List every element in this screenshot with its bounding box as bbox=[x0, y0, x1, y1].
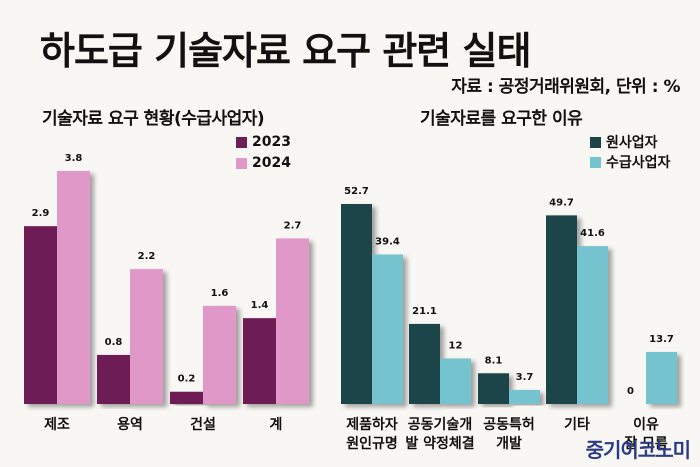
left-value-label: 0.8 bbox=[105, 337, 123, 348]
right-category-label: 발 약정체결 bbox=[405, 435, 474, 452]
right-chart-title: 기술자료를 요구한 이유 bbox=[420, 109, 583, 129]
legend-swatch-2024 bbox=[236, 157, 247, 169]
left-bar-chart: 2.9 3.8 제조 0.8 2.2 용역 0.2 1.6 건설 1.4 2.7 계 bbox=[24, 153, 309, 433]
legend-label-2024: 2024 bbox=[252, 155, 291, 171]
left-value-label: 3.8 bbox=[65, 153, 83, 164]
right-category-label: 잘 모름 bbox=[624, 436, 668, 452]
left-group-0: 2.9 3.8 제조 bbox=[24, 153, 90, 433]
right-category-label: 제품하자 bbox=[346, 416, 398, 433]
right-bar bbox=[409, 323, 440, 404]
left-group-3: 1.4 2.7 계 bbox=[243, 220, 309, 433]
right-value-label: 39.4 bbox=[375, 236, 400, 247]
legend-label-prime: 원사업자 bbox=[606, 135, 658, 151]
left-bar bbox=[276, 238, 309, 404]
left-category-label: 용역 bbox=[117, 416, 143, 433]
left-value-label: 1.6 bbox=[211, 288, 229, 299]
page-title: 하도급 기술자료 요구 관련 실태 bbox=[40, 29, 531, 73]
left-category-label: 제조 bbox=[44, 417, 70, 433]
right-category-label: 공동특허 bbox=[483, 416, 535, 433]
legend-swatch-2023 bbox=[236, 136, 247, 148]
legend-label-sub: 수급사업자 bbox=[606, 155, 671, 171]
left-value-label: 2.7 bbox=[284, 220, 302, 231]
left-bar bbox=[243, 318, 276, 404]
legend-item-2024: 2024 bbox=[236, 155, 291, 171]
left-value-label: 0.2 bbox=[178, 374, 196, 385]
right-category-label: 원인규명 bbox=[346, 435, 398, 452]
right-value-label: 0 bbox=[627, 386, 634, 397]
right-category-label: 기타 bbox=[564, 417, 590, 433]
left-value-label: 2.2 bbox=[138, 251, 156, 262]
left-bar bbox=[130, 269, 163, 404]
right-group-3: 49.7 41.6 기타 bbox=[546, 197, 608, 433]
right-value-label: 49.7 bbox=[549, 197, 574, 208]
right-value-label: 52.7 bbox=[344, 186, 369, 197]
right-bar bbox=[440, 358, 471, 404]
left-group-2: 0.2 1.6 건설 bbox=[170, 288, 236, 433]
right-bar bbox=[546, 215, 577, 404]
source-note: 자료 : 공정거래위원회, 단위 : % bbox=[451, 77, 680, 97]
legend-label-2023: 2023 bbox=[252, 134, 291, 150]
left-chart-title: 기술자료 요구 현황(수급사업자) bbox=[42, 109, 265, 129]
right-value-label: 21.1 bbox=[412, 306, 437, 317]
left-bar bbox=[24, 226, 57, 404]
left-value-label: 2.9 bbox=[32, 208, 50, 219]
legend-item-prime: 원사업자 bbox=[590, 132, 658, 152]
left-category-label: 건설 bbox=[190, 416, 216, 433]
right-bar bbox=[646, 352, 677, 404]
right-bar bbox=[509, 389, 540, 404]
left-bar bbox=[170, 391, 203, 404]
right-value-label: 3.7 bbox=[516, 372, 534, 383]
left-bar bbox=[57, 171, 90, 404]
right-value-label: 41.6 bbox=[580, 228, 605, 239]
right-bar bbox=[478, 373, 509, 404]
legend-item-2023: 2023 bbox=[236, 134, 291, 150]
right-value-label: 12 bbox=[449, 340, 463, 351]
right-category-label: 공동기술개 bbox=[408, 417, 472, 433]
right-category-label: 이유 bbox=[633, 416, 659, 433]
legend-swatch-prime bbox=[590, 136, 601, 148]
right-value-label: 8.1 bbox=[485, 355, 503, 366]
legend-swatch-sub bbox=[590, 156, 601, 168]
right-bar bbox=[341, 204, 372, 404]
right-bar bbox=[372, 254, 403, 404]
left-bar bbox=[97, 354, 130, 404]
right-value-label: 13.7 bbox=[649, 334, 674, 345]
legend-item-sub: 수급사업자 bbox=[590, 152, 670, 172]
right-bar bbox=[577, 246, 608, 404]
right-group-4: 0 13.7 이유잘 모름 bbox=[624, 334, 677, 452]
left-bar bbox=[203, 305, 236, 404]
left-group-1: 0.8 2.2 용역 bbox=[97, 251, 163, 433]
right-category-label: 개발 bbox=[496, 435, 522, 452]
watermark-logo: 중기이코노미 bbox=[585, 438, 691, 462]
left-value-label: 1.4 bbox=[251, 300, 269, 311]
left-category-label: 계 bbox=[270, 417, 283, 433]
